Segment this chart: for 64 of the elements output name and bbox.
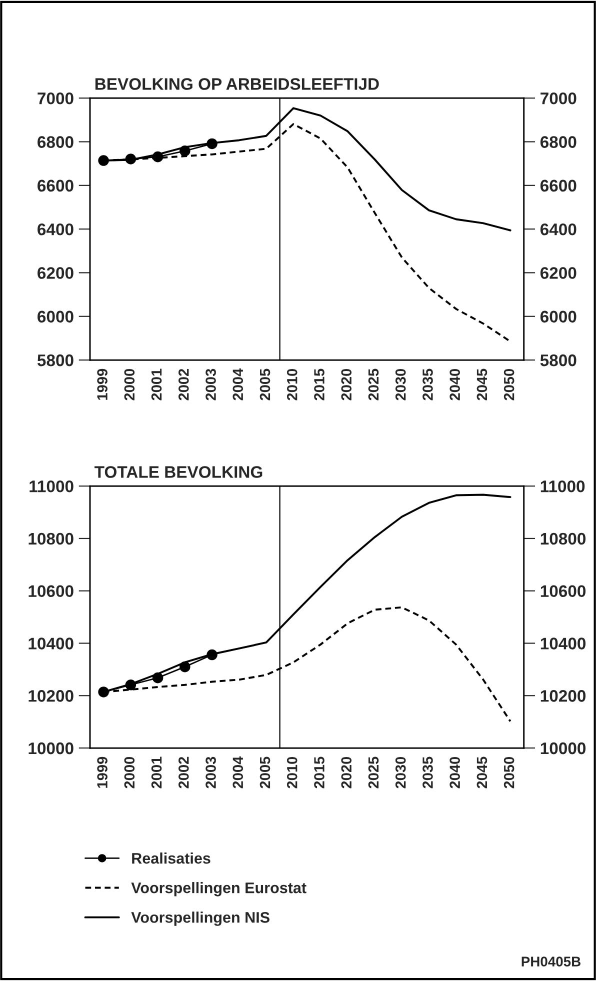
y-tick-label: 10200 — [28, 690, 74, 702]
x-tick-label: 2002 — [178, 368, 189, 400]
legend-label: Voorspellingen Eurostat — [131, 882, 306, 896]
x-tick-label: 2035 — [422, 756, 433, 788]
x-tick-label: 2040 — [450, 756, 460, 788]
legend-label: Realisaties — [132, 852, 210, 864]
x-tick-label: 2020 — [341, 368, 352, 400]
x-tick-label: 2004 — [232, 756, 244, 788]
y2-tick-label: 10600 — [540, 585, 586, 598]
y-tick-label: 10000 — [28, 742, 74, 754]
x-tick-label: 2025 — [368, 756, 379, 788]
chart-title: TOTALE BEVOLKING — [94, 466, 262, 478]
x-tick-label: 2000 — [124, 756, 135, 788]
x-tick-label: 2000 — [124, 368, 135, 400]
x-tick-label: 1999 — [97, 368, 108, 400]
chart-title: BEVOLKING OP ARBEIDSLEEFTIJD — [95, 78, 379, 90]
x-tick-label: 2050 — [504, 368, 514, 400]
y-tick-label: 10400 — [28, 638, 74, 650]
y-tick-label: 6800 — [38, 136, 74, 148]
y-tick-label: 7000 — [38, 92, 74, 104]
x-tick-label: 2030 — [395, 756, 406, 788]
y2-tick-label: 6800 — [540, 136, 576, 148]
x-tick-label: 2045 — [476, 756, 488, 788]
x-tick-label: 2040 — [450, 368, 460, 400]
x-tick-label: 2025 — [368, 368, 379, 400]
x-tick-label: 2010 — [286, 756, 298, 788]
y-tick-label: 6200 — [38, 267, 74, 279]
y2-tick-label: 11000 — [540, 480, 585, 492]
y-tick-label: 10800 — [28, 532, 74, 545]
y-tick-label: 10600 — [28, 585, 74, 598]
x-tick-label: 2030 — [395, 368, 406, 400]
legend-label: Voorspellingen NIS — [131, 912, 270, 926]
x-tick-label: 1999 — [97, 756, 108, 788]
x-tick-label: 2010 — [286, 368, 298, 400]
y2-tick-label: 10800 — [540, 532, 586, 545]
x-tick-label: 2003 — [206, 368, 216, 400]
x-tick-label: 2005 — [260, 756, 270, 788]
y2-tick-label: 6600 — [540, 180, 576, 192]
x-tick-label: 2020 — [341, 756, 352, 788]
y-tick-label: 5800 — [37, 354, 74, 366]
x-tick-label: 2004 — [232, 368, 244, 400]
x-tick-label: 2001 — [151, 756, 162, 788]
x-tick-label: 2005 — [260, 368, 270, 400]
y-tick-label: 6400 — [38, 223, 74, 236]
x-tick-label: 2045 — [476, 368, 488, 400]
x-tick-label: 2002 — [178, 756, 189, 788]
y-tick-label: 6600 — [38, 180, 74, 192]
x-tick-label: 2003 — [206, 756, 216, 788]
y2-tick-label: 6200 — [540, 267, 576, 279]
y2-tick-label: 6000 — [540, 310, 576, 323]
text: PH0405B — [522, 956, 580, 966]
y-tick-label: 6000 — [38, 310, 74, 323]
y2-tick-label: 10000 — [540, 742, 586, 754]
y2-tick-label: 6400 — [540, 223, 576, 236]
y2-tick-label: 10400 — [540, 638, 586, 650]
x-tick-label: 2001 — [151, 368, 162, 400]
y2-tick-label: 10200 — [540, 690, 586, 702]
x-tick-label: 2015 — [314, 756, 324, 788]
x-tick-label: 2015 — [314, 368, 324, 400]
y2-tick-label: 7000 — [540, 92, 576, 104]
y2-tick-label: 5800 — [540, 354, 576, 366]
x-tick-label: 2050 — [504, 756, 514, 788]
y-tick-label: 11000 — [30, 480, 74, 492]
x-tick-label: 2035 — [422, 368, 433, 400]
